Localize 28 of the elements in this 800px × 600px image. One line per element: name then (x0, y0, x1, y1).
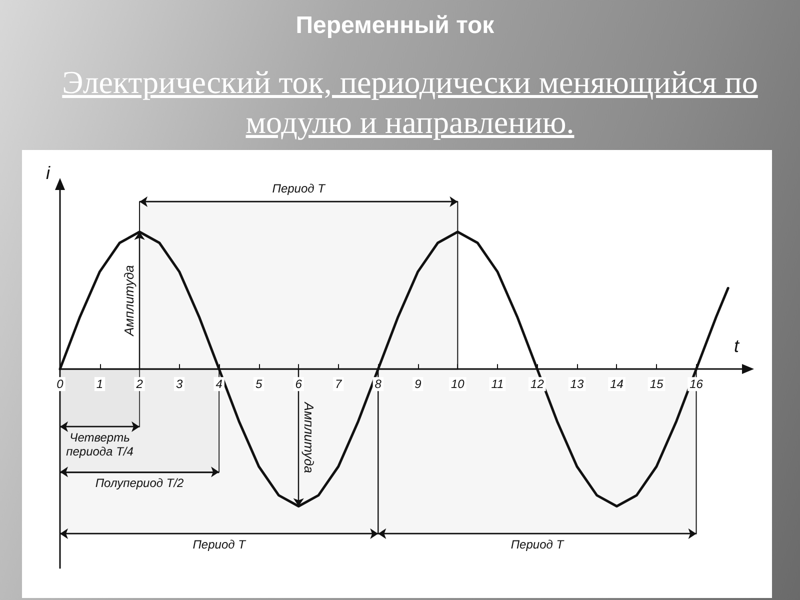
x-tick-label: 11 (491, 377, 504, 392)
x-tick-label: 16 (690, 377, 704, 392)
x-tick-label: 4 (216, 377, 223, 392)
x-tick-label: 12 (530, 377, 544, 392)
x-tick-label: 7 (335, 377, 344, 392)
x-tick-label: 15 (650, 377, 664, 392)
x-tick-label: 1 (96, 377, 104, 392)
x-tick-label: 5 (255, 377, 262, 392)
x-tick-label: 3 (176, 377, 183, 392)
x-tick-label: 10 (450, 377, 465, 392)
annotation: Амплитуда (302, 401, 317, 474)
x-tick-label: 6 (295, 377, 302, 392)
band-label: Период T (510, 538, 566, 552)
chart-title: Переменный ток (294, 12, 496, 40)
band-label: Полупериод T/2 (95, 476, 184, 490)
x-tick-label: 8 (374, 377, 382, 392)
x-axis-title: t (734, 336, 740, 356)
y-axis-title: i (46, 163, 51, 183)
x-tick-label: 13 (570, 377, 584, 392)
band-label: Четверть периода T/4 (66, 430, 134, 459)
chart-subtitle: Электрический ток, периодически меняющийся по модулю и направлению. (61, 63, 759, 142)
band-label: Период T (192, 538, 248, 552)
annotation: Амплитуда (122, 265, 137, 337)
x-tick-label: 14 (610, 377, 624, 392)
x-tick-label: 9 (414, 377, 422, 392)
x-tick-label: 0 (56, 377, 64, 392)
band-label: Период T (272, 182, 327, 196)
x-tick-label: 2 (135, 377, 144, 392)
